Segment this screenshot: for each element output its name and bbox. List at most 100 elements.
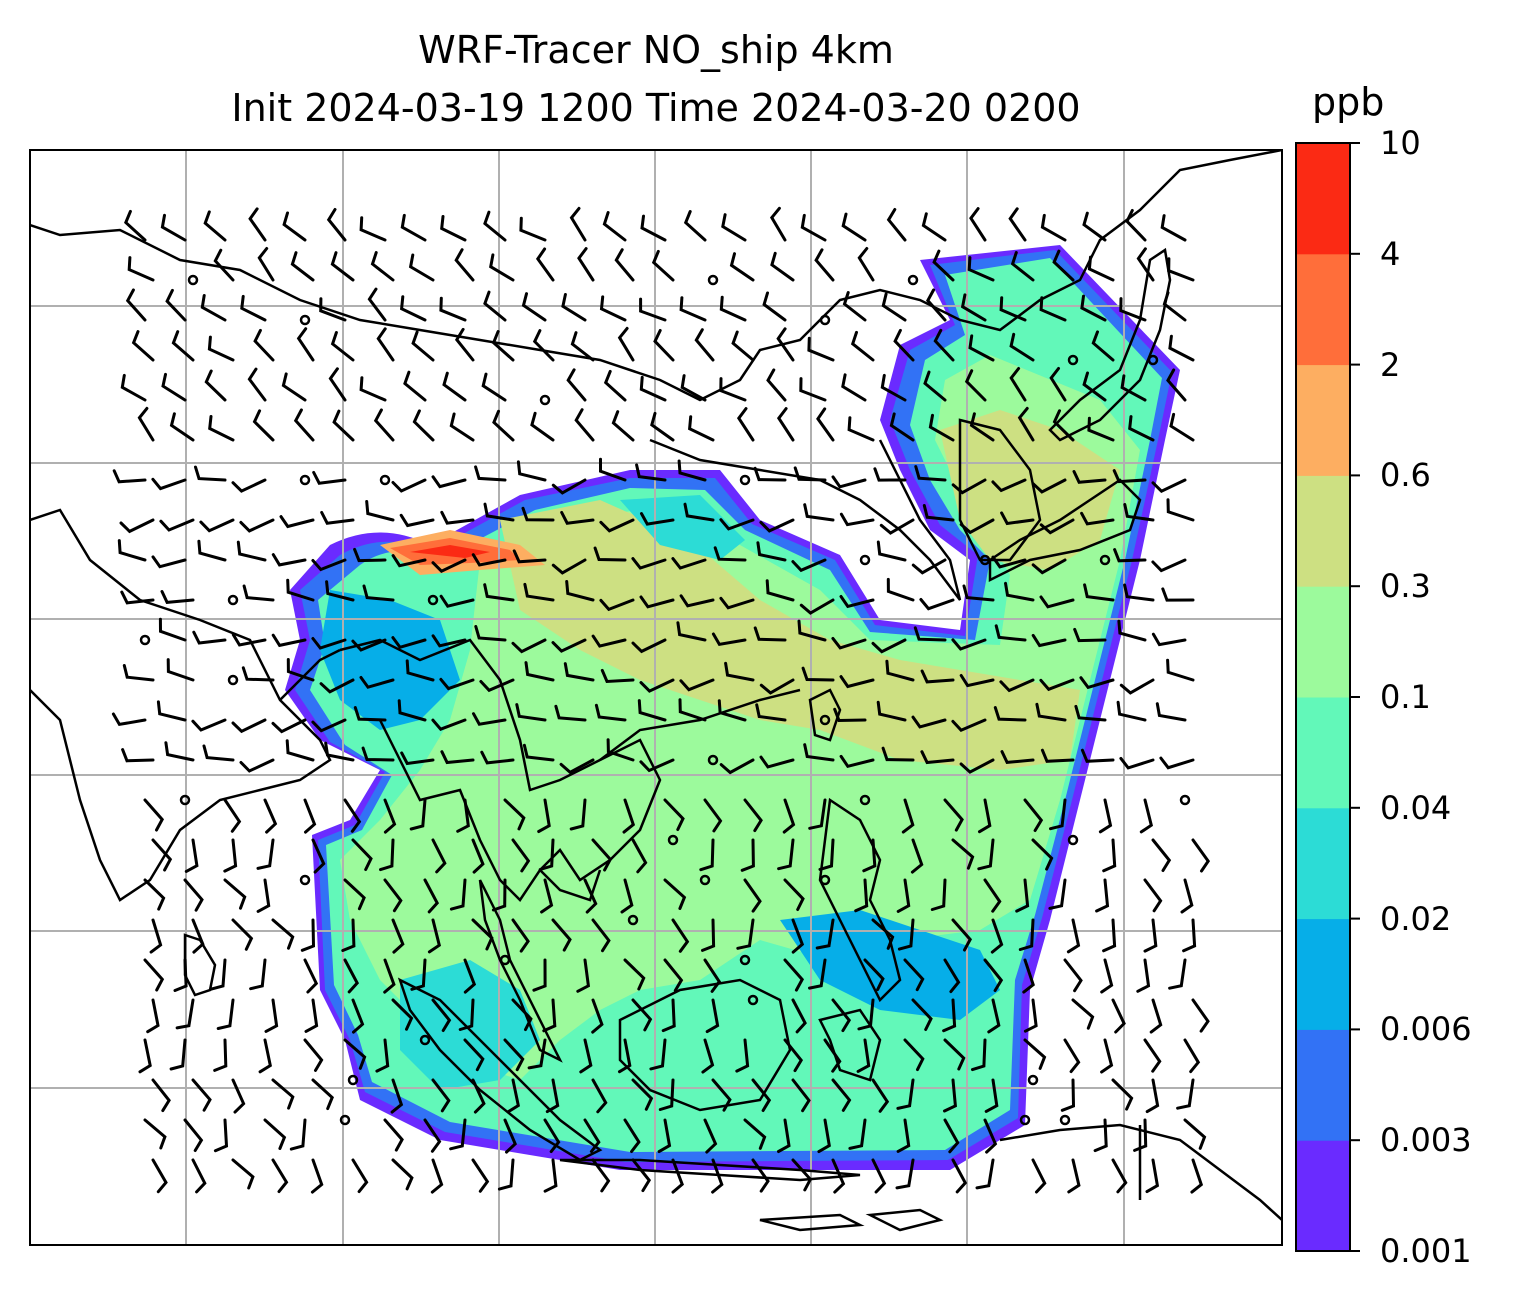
wind-barb — [1039, 518, 1075, 535]
wind-barb — [551, 918, 572, 952]
wind-barb — [631, 638, 667, 654]
wind-barb — [925, 288, 947, 322]
wind-barb — [191, 1158, 207, 1194]
colorbar-segment — [1296, 475, 1350, 587]
wind-barb — [454, 248, 475, 282]
wind-barb — [770, 251, 795, 282]
wind-barb — [405, 659, 435, 682]
indochina — [339, 638, 662, 902]
wind-barb — [765, 579, 795, 602]
wind-barb — [1166, 368, 1187, 402]
wind-barb — [816, 407, 835, 442]
wind-barb — [831, 998, 852, 1033]
wind-barb — [319, 678, 355, 694]
wind-barb — [799, 598, 835, 615]
wind-barb — [711, 1078, 732, 1112]
wind-barb — [249, 958, 267, 991]
wind-barb — [831, 1158, 846, 1194]
wind-barb — [164, 741, 195, 762]
wind-barb — [491, 330, 515, 362]
colorbar-segment — [1296, 364, 1350, 476]
field-band-e — [940, 410, 1120, 570]
wind-barb — [156, 700, 187, 722]
calm-wind-marker — [419, 1034, 431, 1046]
wind-barb — [631, 557, 667, 570]
wind-barb — [480, 750, 515, 765]
wind-barb — [994, 624, 1027, 642]
wind-barb — [503, 1038, 525, 1072]
wind-barb — [724, 661, 755, 682]
wind-barb — [831, 475, 867, 489]
wind-barb — [1100, 1038, 1114, 1074]
wind-barb — [411, 330, 435, 362]
wind-barb — [241, 666, 275, 682]
wind-barb — [799, 377, 827, 402]
wind-barb — [1102, 918, 1117, 953]
wind-barb — [231, 1158, 255, 1190]
wind-barb — [289, 1118, 307, 1151]
wind-barb — [491, 878, 507, 912]
wind-barb — [223, 798, 242, 833]
wind-barb — [359, 676, 395, 689]
wind-barb — [264, 998, 279, 1033]
wind-barb — [759, 678, 795, 695]
wind-barb — [1004, 581, 1035, 602]
wind-barb — [1079, 676, 1115, 690]
wind-barb — [131, 330, 155, 362]
wind-barb — [631, 998, 653, 1032]
wind-barb — [361, 746, 395, 762]
wind-barb — [879, 518, 915, 535]
wind-barb — [391, 478, 427, 493]
wind-barb — [923, 370, 947, 402]
wind-barb — [293, 408, 315, 442]
calm-wind-marker — [667, 834, 679, 846]
wind-barb — [711, 632, 747, 647]
wind-barb — [1123, 583, 1155, 602]
wind-barb — [492, 409, 515, 442]
wind-barb — [332, 409, 355, 442]
wind-barb — [679, 678, 715, 692]
wind-barb — [719, 758, 755, 775]
wind-barb — [449, 878, 467, 911]
field-band-j — [780, 910, 1000, 1020]
wind-barb — [138, 1038, 152, 1074]
wind-barb — [263, 798, 278, 834]
wind-barb — [663, 878, 687, 910]
wind-barb — [579, 1038, 593, 1074]
wind-barb — [614, 248, 635, 282]
wind-barb — [599, 295, 627, 322]
wind-barb — [1022, 958, 1035, 994]
wind-barb — [204, 369, 227, 402]
wind-barb — [240, 294, 267, 322]
wind-barb — [683, 502, 715, 522]
wind-barb — [192, 630, 227, 645]
wind-barb — [719, 295, 747, 322]
wind-barb — [777, 1118, 791, 1153]
calm-wind-marker — [187, 274, 199, 286]
wind-barb — [431, 838, 447, 874]
wind-barb — [285, 739, 315, 762]
wind-barb — [440, 750, 475, 765]
wind-barb — [1133, 1118, 1148, 1152]
wind-barb — [622, 798, 636, 834]
wind-barb — [1023, 1038, 1047, 1070]
wind-barb — [913, 626, 947, 642]
wind-barb — [650, 411, 675, 442]
wind-barb — [593, 546, 627, 562]
wind-barb — [537, 798, 551, 833]
wind-barb — [1009, 367, 1027, 402]
wind-barb — [943, 958, 961, 994]
wind-barb — [1095, 878, 1110, 913]
wind-barb — [519, 216, 547, 242]
wind-barb — [532, 958, 547, 992]
wind-barb — [876, 700, 907, 722]
wind-barb — [1143, 878, 1163, 913]
wind-barb — [325, 580, 355, 602]
wind-barb — [984, 1078, 999, 1113]
wind-barb — [343, 958, 360, 994]
wind-barb — [383, 958, 396, 994]
wind-barb — [591, 998, 604, 1034]
wind-barb — [701, 1038, 715, 1074]
wind-barb — [951, 638, 987, 651]
wind-barb — [213, 248, 235, 282]
